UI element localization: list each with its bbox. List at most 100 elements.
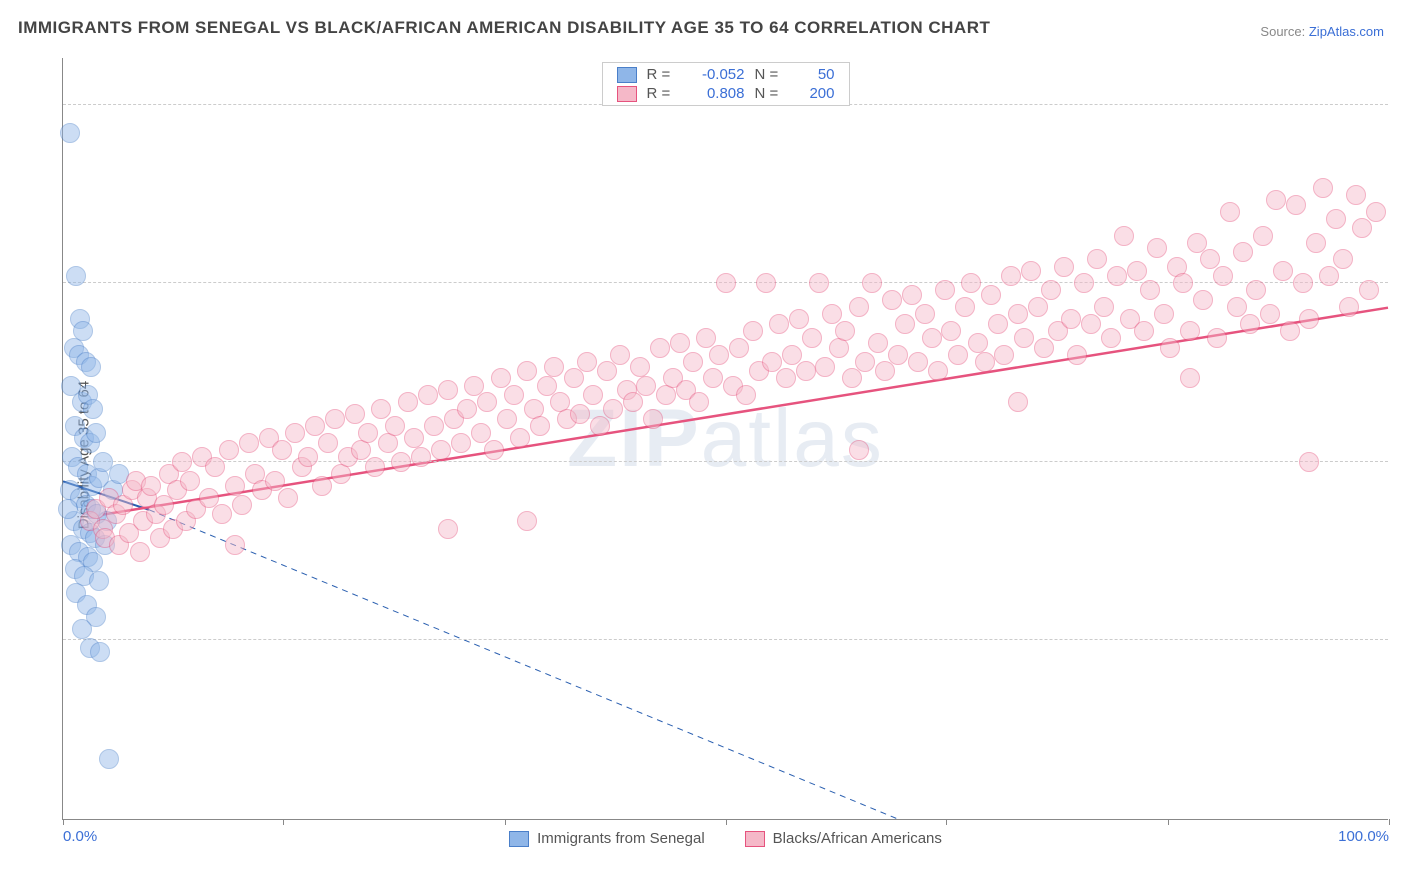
scatter-point — [497, 409, 517, 429]
scatter-point — [1280, 321, 1300, 341]
x-tick — [726, 819, 727, 825]
scatter-point — [537, 376, 557, 396]
scatter-point — [1326, 209, 1346, 229]
scatter-point — [1140, 280, 1160, 300]
scatter-point — [312, 476, 332, 496]
scatter-point — [1246, 280, 1266, 300]
scatter-point — [1154, 304, 1174, 324]
scatter-point — [398, 392, 418, 412]
scatter-point — [404, 428, 424, 448]
scatter-point — [1299, 309, 1319, 329]
scatter-point — [1253, 226, 1273, 246]
scatter-point — [431, 440, 451, 460]
scatter-point — [199, 488, 219, 508]
chart-title: IMMIGRANTS FROM SENEGAL VS BLACK/AFRICAN… — [18, 18, 990, 38]
x-tick — [505, 819, 506, 825]
scatter-point — [610, 345, 630, 365]
scatter-point — [776, 368, 796, 388]
scatter-point — [948, 345, 968, 365]
scatter-point — [471, 423, 491, 443]
scatter-point — [564, 368, 584, 388]
scatter-point — [1233, 242, 1253, 262]
scatter-point — [689, 392, 709, 412]
scatter-point — [815, 357, 835, 377]
scatter-point — [90, 642, 110, 662]
legend-stats-row: R =0.808N =200 — [603, 84, 849, 103]
scatter-point — [975, 352, 995, 372]
scatter-point — [1087, 249, 1107, 269]
legend-swatch — [509, 831, 529, 847]
scatter-point — [577, 352, 597, 372]
scatter-point — [736, 385, 756, 405]
scatter-point — [1266, 190, 1286, 210]
scatter-point — [1094, 297, 1114, 317]
scatter-point — [1273, 261, 1293, 281]
scatter-point — [385, 416, 405, 436]
scatter-point — [643, 409, 663, 429]
scatter-point — [902, 285, 922, 305]
scatter-point — [1319, 266, 1339, 286]
scatter-point — [60, 123, 80, 143]
gridline-horizontal — [63, 461, 1388, 462]
scatter-point — [670, 333, 690, 353]
scatter-point — [862, 273, 882, 293]
legend-swatch — [617, 67, 637, 83]
scatter-point — [868, 333, 888, 353]
scatter-point — [762, 352, 782, 372]
scatter-point — [325, 409, 345, 429]
source-link[interactable]: ZipAtlas.com — [1309, 24, 1384, 39]
scatter-point — [1193, 290, 1213, 310]
x-tick-label: 0.0% — [63, 828, 97, 845]
scatter-point — [1061, 309, 1081, 329]
scatter-point — [81, 357, 101, 377]
scatter-point — [1028, 297, 1048, 317]
scatter-point — [1180, 368, 1200, 388]
scatter-point — [1207, 328, 1227, 348]
scatter-point — [418, 385, 438, 405]
scatter-point — [225, 476, 245, 496]
scatter-point — [438, 519, 458, 539]
scatter-point — [570, 404, 590, 424]
scatter-point — [1074, 273, 1094, 293]
gridline-horizontal — [63, 639, 1388, 640]
scatter-point — [232, 495, 252, 515]
scatter-point — [849, 440, 869, 460]
scatter-point — [265, 471, 285, 491]
scatter-point — [683, 352, 703, 372]
scatter-point — [1034, 338, 1054, 358]
scatter-point — [1359, 280, 1379, 300]
scatter-point — [1220, 202, 1240, 222]
scatter-point — [1067, 345, 1087, 365]
scatter-point — [875, 361, 895, 381]
scatter-point — [1313, 178, 1333, 198]
x-tick — [63, 819, 64, 825]
scatter-point — [1339, 297, 1359, 317]
scatter-point — [842, 368, 862, 388]
scatter-point — [835, 321, 855, 341]
scatter-point — [517, 361, 537, 381]
scatter-point — [1352, 218, 1372, 238]
scatter-point — [1127, 261, 1147, 281]
scatter-point — [141, 476, 161, 496]
scatter-point — [941, 321, 961, 341]
legend-n-label: N = — [755, 85, 785, 102]
scatter-point — [1001, 266, 1021, 286]
scatter-point — [981, 285, 1001, 305]
scatter-point — [219, 440, 239, 460]
legend-n-value: 200 — [795, 85, 835, 102]
scatter-point — [809, 273, 829, 293]
legend-r-value: -0.052 — [687, 66, 745, 83]
scatter-point — [298, 447, 318, 467]
scatter-point — [451, 433, 471, 453]
scatter-point — [86, 423, 106, 443]
scatter-point — [1147, 238, 1167, 258]
scatter-point — [1213, 266, 1233, 286]
scatter-point — [345, 404, 365, 424]
scatter-point — [1173, 273, 1193, 293]
scatter-point — [1293, 273, 1313, 293]
scatter-point — [180, 471, 200, 491]
scatter-point — [1160, 338, 1180, 358]
scatter-point — [1081, 314, 1101, 334]
x-tick — [283, 819, 284, 825]
legend-series-item: Blacks/African Americans — [745, 830, 942, 847]
